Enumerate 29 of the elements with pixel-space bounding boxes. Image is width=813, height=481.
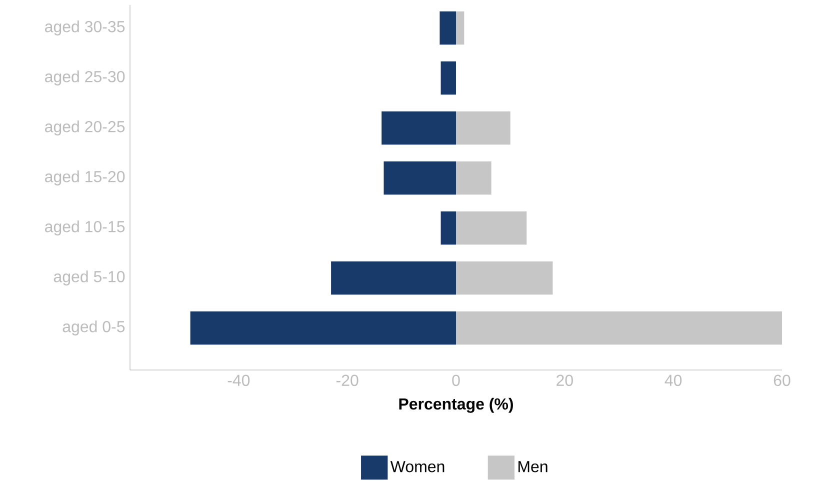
- y-tick-label: aged 10-15: [45, 220, 125, 236]
- bar: [440, 61, 456, 95]
- y-tick-label: aged 5-10: [54, 270, 125, 286]
- bar: [190, 311, 456, 345]
- bar: [456, 261, 553, 295]
- x-tick-label: -40: [228, 374, 250, 386]
- x-tick-label: 60: [774, 374, 790, 386]
- legend-label: Men: [518, 461, 548, 472]
- y-tick-label: aged 0-5: [62, 320, 125, 336]
- x-tick-label: 20: [556, 374, 573, 386]
- bar: [440, 11, 456, 45]
- y-tick-label: aged 30-35: [45, 20, 125, 36]
- x-tick-label: 0: [452, 374, 460, 386]
- bar: [384, 161, 456, 195]
- bar: [456, 211, 527, 245]
- y-tick-label: aged 15-20: [45, 170, 125, 186]
- bar: [456, 161, 492, 195]
- bar: [331, 261, 456, 295]
- bar: [382, 111, 456, 145]
- x-tick-label: 40: [664, 374, 682, 386]
- bar: [456, 11, 464, 45]
- x-tick-label: -20: [336, 374, 358, 386]
- x-axis-title: Percentage (%): [399, 398, 513, 413]
- bar: [440, 211, 456, 245]
- legend-label: Women: [390, 461, 444, 472]
- bar: [456, 311, 782, 345]
- y-tick-label: aged 25-30: [45, 70, 125, 86]
- y-tick-label: aged 20-25: [45, 120, 125, 136]
- bar: [456, 111, 510, 145]
